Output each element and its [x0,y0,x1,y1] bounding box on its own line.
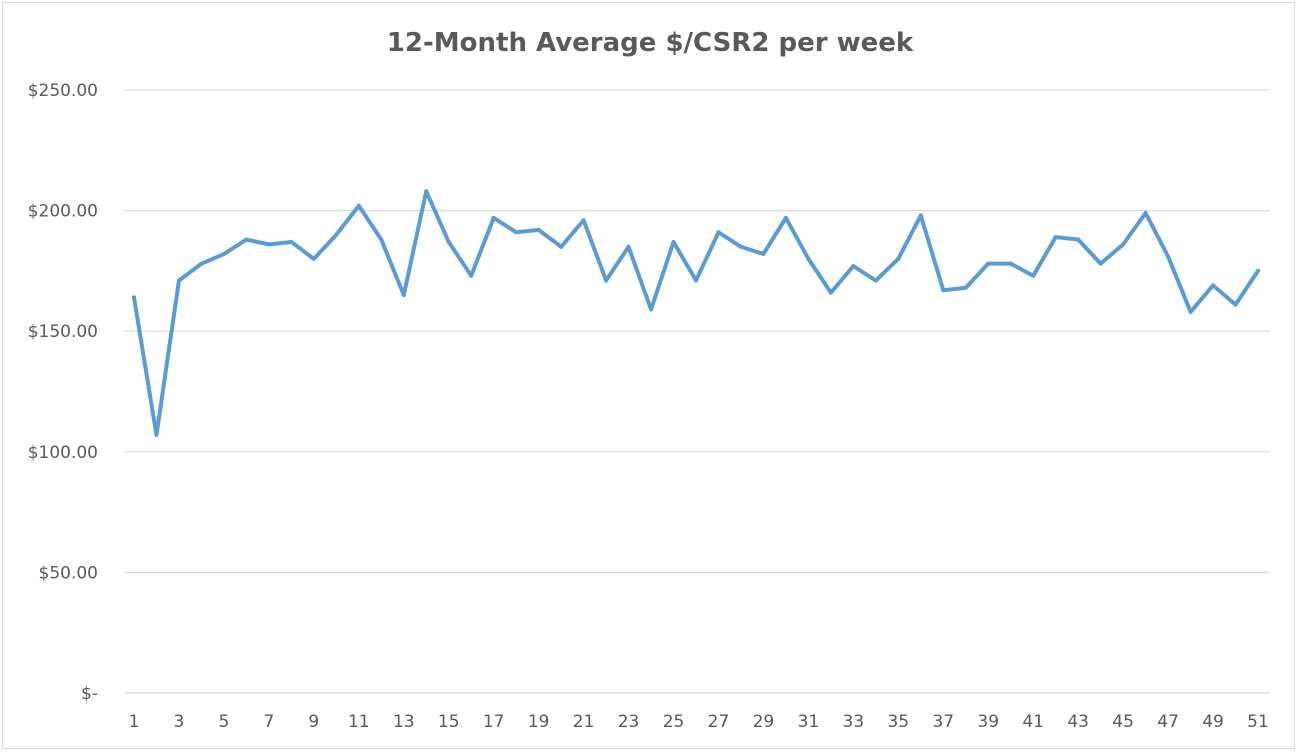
data-point [1211,283,1216,288]
x-tick-label: 43 [1067,712,1089,732]
y-tick-label: $250.00 [28,81,98,101]
y-tick-label: $100.00 [28,443,98,463]
data-point [536,227,541,232]
data-point [244,237,249,242]
chart-title: 12-Month Average $/CSR2 per week [387,28,914,58]
x-tick-label: 11 [348,712,370,732]
y-tick-label: $- [81,684,98,704]
x-tick-label: 47 [1157,712,1179,732]
series-line-0 [132,189,1260,437]
data-point [671,239,676,244]
y-tick-label: $150.00 [28,322,98,342]
x-tick-label: 5 [219,712,230,732]
data-point [1143,211,1148,216]
data-point [446,239,451,244]
x-tick-label: 33 [843,712,865,732]
x-tick-label: 27 [708,712,730,732]
data-point [199,261,204,266]
x-tick-label: 3 [174,712,185,732]
data-point [356,203,361,208]
data-point [604,278,609,283]
x-tick-label: 51 [1247,712,1269,732]
data-point [761,252,766,257]
data-point [221,252,226,257]
x-tick-label: 13 [393,712,415,732]
data-point [851,264,856,269]
data-point [1053,235,1058,240]
data-point [424,189,429,194]
data-point [401,293,406,298]
x-tick-label: 35 [887,712,909,732]
data-point [716,230,721,235]
gridlines [124,89,1270,694]
y-axis-tick-labels: $- $50.00 $100.00 $150.00 $200.00 $250.00 [28,81,98,704]
x-tick-label: 19 [528,712,550,732]
x-tick-label: 39 [977,712,999,732]
x-tick-label: 17 [483,712,505,732]
data-point [1121,242,1126,247]
x-tick-label: 25 [663,712,685,732]
data-point [1008,261,1013,266]
data-point [1188,309,1193,314]
data-point [783,215,788,220]
data-point [154,432,159,437]
data-point [514,230,519,235]
y-tick-label: $200.00 [28,202,98,222]
data-point [266,242,271,247]
x-tick-label: 1 [129,712,140,732]
data-point [469,273,474,278]
data-point [1031,273,1036,278]
data-point [581,218,586,223]
series-layer [132,189,1260,437]
data-point [694,278,698,283]
x-tick-label: 49 [1202,712,1224,732]
x-tick-label: 15 [438,712,460,732]
data-point [311,256,316,261]
x-tick-label: 37 [932,712,954,732]
data-point [986,261,991,266]
x-tick-label: 9 [308,712,319,732]
x-tick-label: 21 [573,712,595,732]
data-point [918,213,923,218]
data-point [1098,261,1103,266]
x-tick-label: 23 [618,712,640,732]
x-tick-label: 31 [798,712,820,732]
data-point [828,290,833,295]
data-point [873,278,878,283]
data-point [559,244,564,249]
data-point [334,232,339,237]
data-point [738,244,743,249]
data-point [806,256,811,261]
data-point [289,239,294,244]
x-tick-label: 29 [753,712,775,732]
data-point [963,285,968,290]
data-point [941,288,946,293]
data-point [649,307,654,312]
data-point [1256,268,1260,273]
data-point [896,256,901,261]
x-tick-label: 45 [1112,712,1134,732]
x-tick-label: 41 [1022,712,1044,732]
data-point [1166,254,1171,259]
data-point [379,237,384,242]
data-point [1233,302,1238,307]
data-point [491,215,496,220]
data-point [626,244,631,249]
data-point [132,295,136,300]
x-axis-tick-labels: 1 3 5 7 9 11 13 15 17 19 21 23 25 27 29 31 33 35 37 39 41 43 4… [129,712,1269,732]
y-tick-label: $50.00 [39,563,98,583]
x-tick-label: 7 [263,712,274,732]
data-point [1076,237,1081,242]
data-point [176,278,181,283]
